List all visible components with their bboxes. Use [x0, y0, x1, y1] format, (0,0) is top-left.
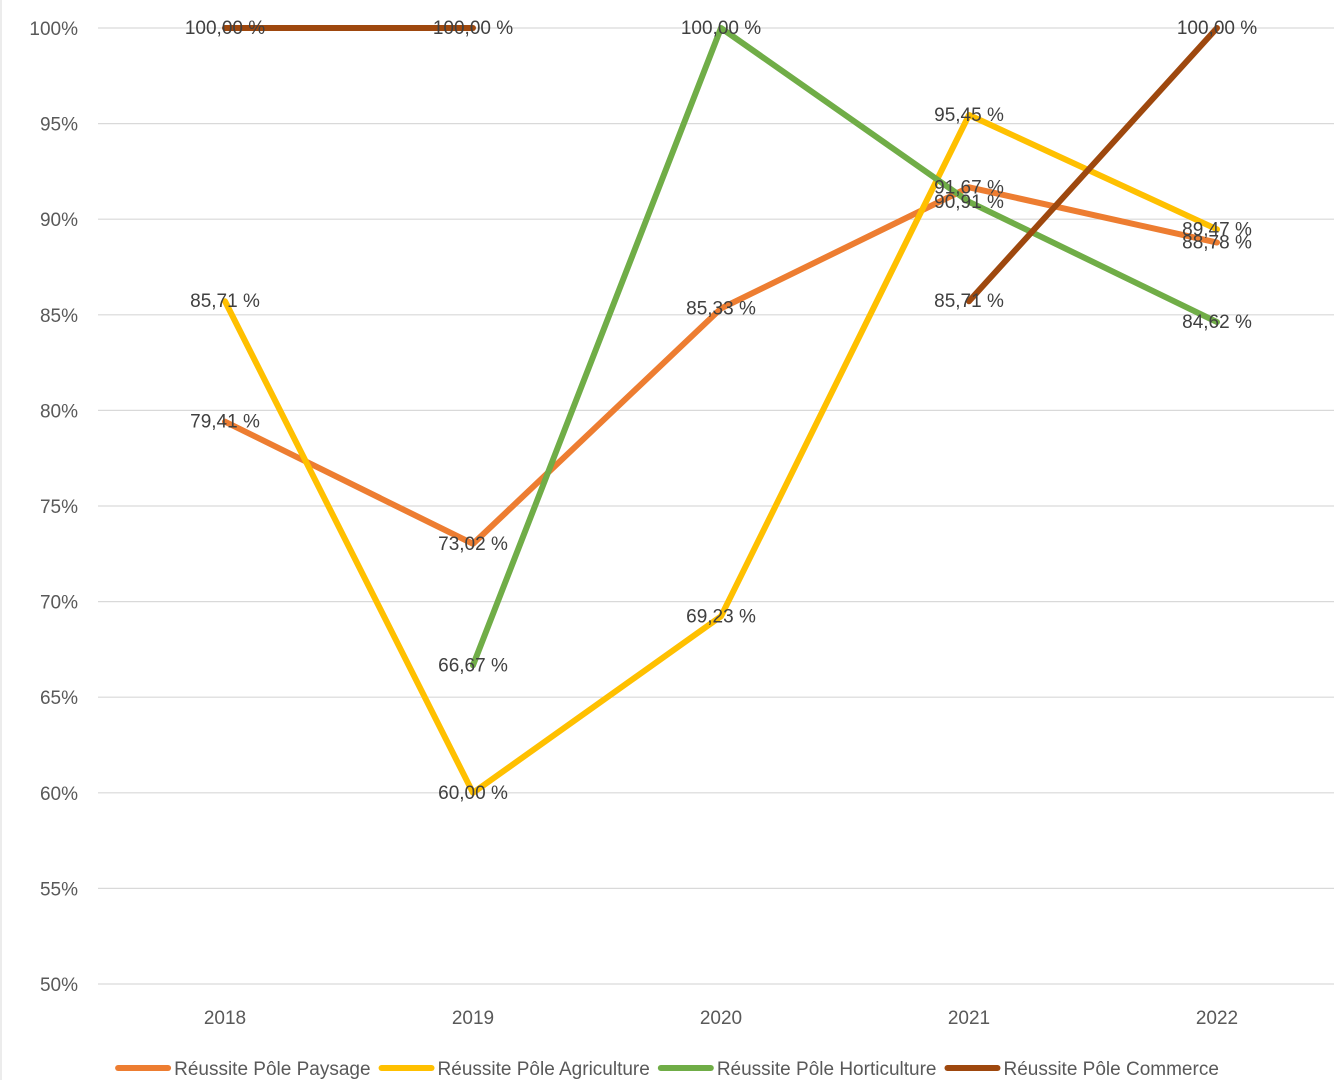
data-label: 66,67 % — [438, 655, 508, 676]
series-line-reussite-pole-horticulture — [470, 25, 1220, 669]
data-label: 85,71 % — [934, 291, 1004, 312]
y-tick-label: 100% — [29, 19, 78, 40]
x-axis-ticks: 2018 2019 2020 2021 2022 — [204, 1008, 1238, 1029]
x-tick-label: 2021 — [948, 1008, 990, 1029]
data-label: 88,78 % — [1182, 233, 1252, 254]
legend[interactable]: Réussite Pôle Paysage Réussite Pôle Agric… — [115, 1059, 1219, 1080]
data-label: 69,23 % — [686, 606, 756, 627]
y-tick-label: 70% — [40, 593, 78, 614]
legend-label: Réussite Pôle Agriculture — [438, 1059, 650, 1080]
data-label: 100,00 % — [433, 18, 513, 39]
data-label: 85,71 % — [190, 291, 260, 312]
data-labels: 79,41 % 73,02 % 85,33 % 91,67 % 88,78 % 85,71… — [185, 18, 1257, 804]
legend-item-reussite-pole-horticulture[interactable]: Réussite Pôle Horticulture — [657, 1059, 937, 1080]
legend-label: Réussite Pôle Horticulture — [717, 1059, 937, 1080]
y-tick-label: 60% — [40, 784, 78, 805]
series-line-reussite-pole-commerce — [966, 25, 1220, 305]
gridlines — [98, 27, 1334, 985]
y-tick-label: 50% — [40, 975, 78, 996]
data-label: 91,67 % — [934, 177, 1004, 198]
y-tick-label: 75% — [40, 497, 78, 518]
x-tick-label: 2020 — [700, 1008, 742, 1029]
data-label: 100,00 % — [1177, 18, 1257, 39]
y-tick-label: 90% — [40, 210, 78, 231]
data-label: 90,91 % — [934, 192, 1004, 213]
legend-label: Réussite Pôle Paysage — [174, 1059, 370, 1080]
data-label: 100,00 % — [681, 18, 761, 39]
y-tick-label: 65% — [40, 688, 78, 709]
series-line-reussite-pole-paysage — [222, 184, 1220, 547]
y-tick-label: 80% — [40, 401, 78, 422]
y-tick-label: 55% — [40, 879, 78, 900]
y-axis-ticks: 50% 55% 60% 65% 70% 75% 80% 85% 90% 95% 100% — [29, 19, 78, 996]
data-label: 79,41 % — [190, 412, 260, 433]
data-label: 73,02 % — [438, 534, 508, 555]
legend-item-reussite-pole-paysage[interactable]: Réussite Pôle Paysage — [115, 1059, 371, 1080]
data-label: 100,00 % — [185, 18, 265, 39]
data-label: 85,33 % — [686, 298, 756, 319]
series-lines — [222, 25, 1220, 796]
data-label: 60,00 % — [438, 783, 508, 804]
x-tick-label: 2019 — [452, 1008, 494, 1029]
legend-label: Réussite Pôle Commerce — [1003, 1059, 1218, 1080]
y-tick-label: 85% — [40, 306, 78, 327]
legend-item-reussite-pole-agriculture[interactable]: Réussite Pôle Agriculture — [378, 1059, 650, 1080]
series-line-reussite-pole-agriculture — [222, 111, 1220, 796]
y-tick-label: 95% — [40, 115, 78, 136]
data-label: 89,47 % — [1182, 219, 1252, 240]
data-label: 95,45 % — [934, 105, 1004, 126]
x-tick-label: 2022 — [1196, 1008, 1238, 1029]
legend-item-reussite-pole-commerce[interactable]: Réussite Pôle Commerce — [944, 1059, 1219, 1080]
data-label: 84,62 % — [1182, 312, 1252, 333]
x-tick-label: 2018 — [204, 1008, 246, 1029]
